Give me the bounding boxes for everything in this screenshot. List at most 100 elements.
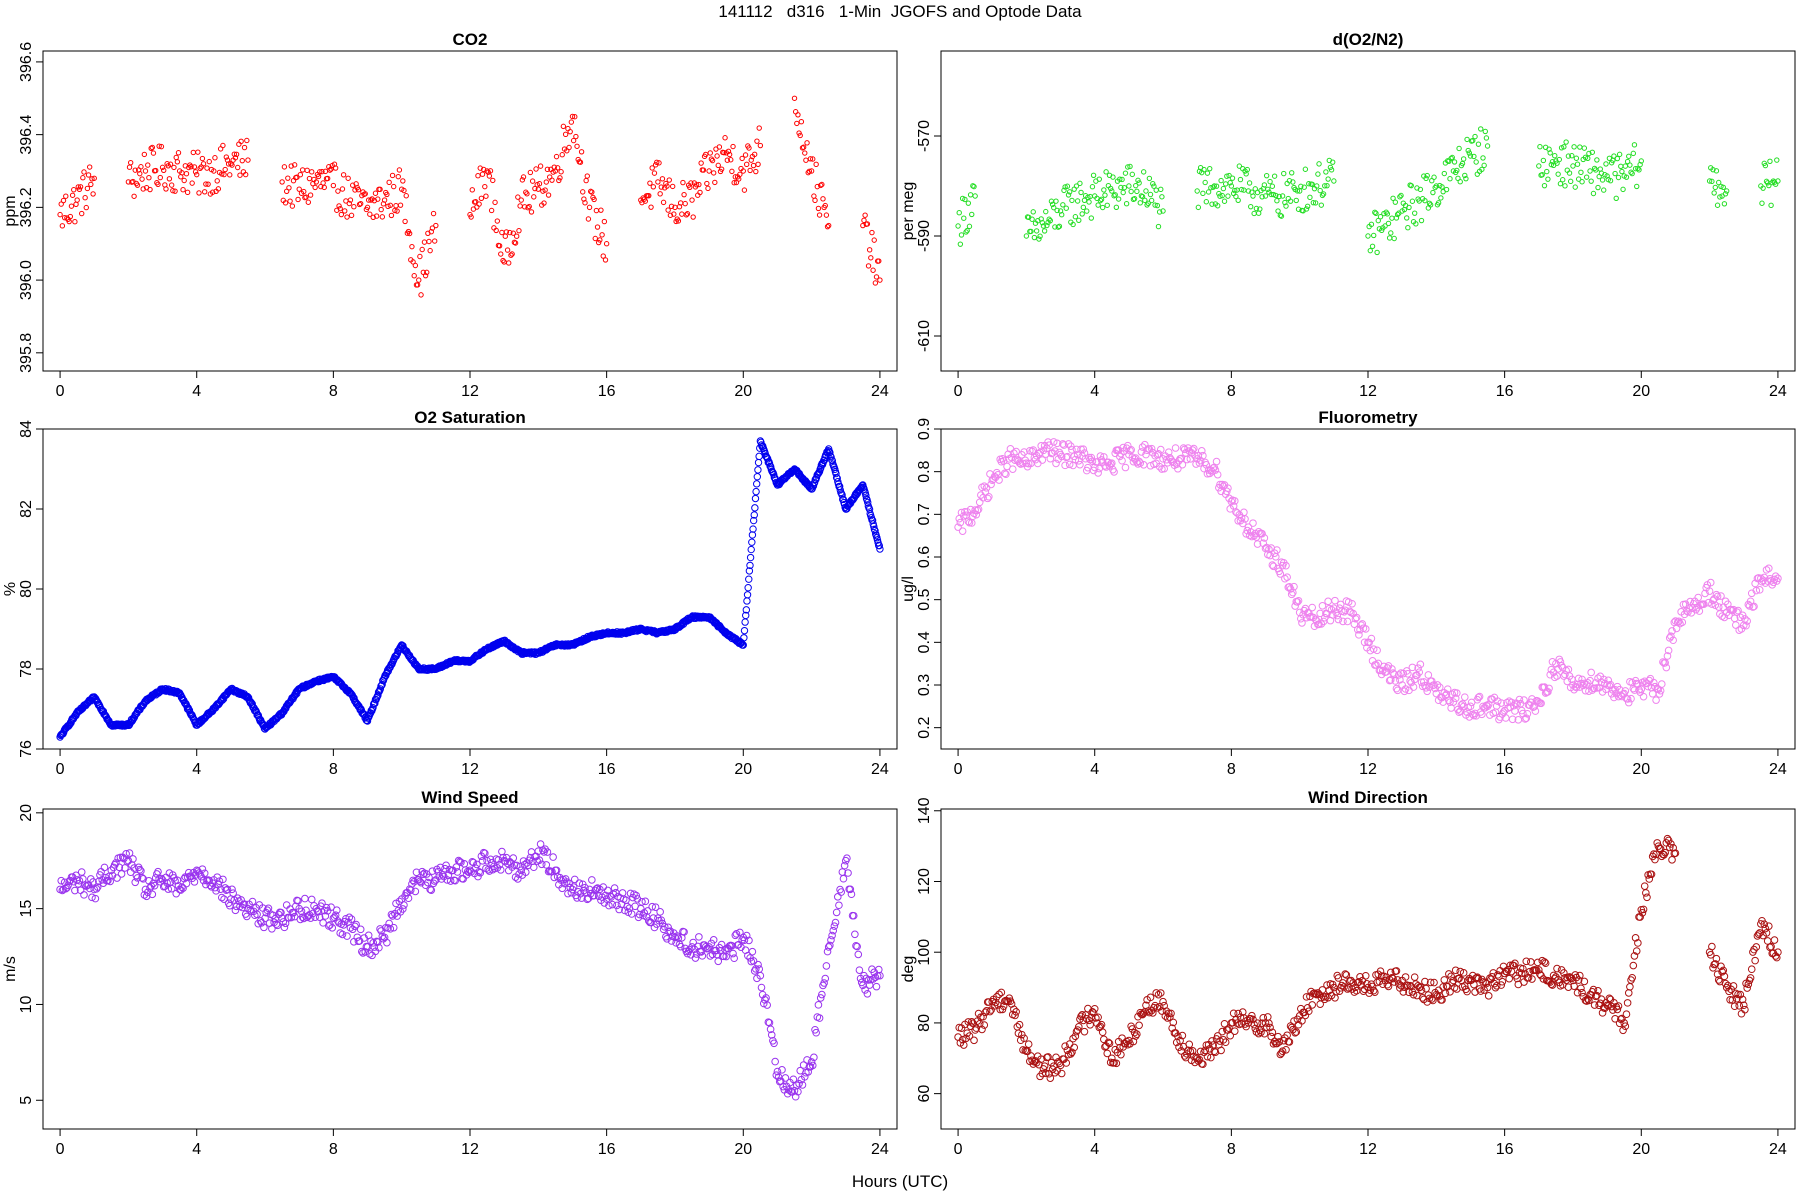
data-point [1455,974,1463,983]
data-point [557,175,563,181]
data-point [167,161,174,167]
x-tick-label: 4 [192,1141,201,1158]
data-point [1261,182,1268,188]
x-tick-label: 20 [734,383,752,400]
data-point [623,902,631,911]
data-point [839,495,848,504]
data-point [1443,186,1450,193]
data-point [961,215,967,221]
data-point [1080,449,1089,457]
data-point [222,166,228,173]
data-point [432,238,438,244]
data-point [1429,996,1437,1005]
data-point [1414,664,1422,672]
data-point [1096,176,1102,182]
x-tick-label: 20 [734,761,752,778]
data-point [709,157,716,164]
data-point [451,876,459,885]
data-point [1604,173,1610,179]
data-point [1213,1032,1222,1040]
data-point [667,212,674,218]
data-point [820,456,829,464]
data-point [343,932,351,940]
data-point [1150,1003,1158,1012]
data-point [1734,606,1742,615]
data-point [1233,193,1239,200]
data-point [67,213,74,220]
data-point [374,691,382,700]
data-point [847,890,856,899]
data-point [319,919,327,927]
data-point [826,452,835,460]
data-point [476,201,482,207]
data-point [1377,214,1384,220]
data-point [517,203,523,209]
data-point [1411,210,1418,216]
data-point [1023,233,1030,239]
data-point [1333,611,1342,620]
data-point [1754,930,1763,938]
data-point [1076,217,1082,224]
data-point [1127,446,1135,454]
data-point [1448,155,1454,162]
data-point [1747,965,1756,974]
data-point [1763,577,1772,585]
data-point [1408,182,1414,189]
data-point [173,876,182,885]
data-point [498,251,504,257]
data-point [1751,956,1759,965]
data-point [643,907,652,915]
data-point [1248,203,1254,210]
data-point [1322,183,1328,189]
data-point [1392,967,1401,975]
data-point [1563,139,1569,145]
data-point [1370,232,1377,239]
data-point [542,187,548,193]
x-tick-label: 12 [461,1141,479,1158]
data-point [565,125,571,132]
data-point [815,468,823,477]
y-tick-label: 0.9 [916,418,933,440]
data-point [1145,1008,1154,1017]
data-point [715,162,721,169]
data-point [869,229,875,236]
data-point [1273,546,1281,554]
data-point [287,198,293,204]
data-point [794,120,800,127]
x-tick-label: 16 [1496,1141,1514,1158]
data-point [1597,166,1603,172]
data-point [414,282,421,288]
data-point [1474,693,1483,702]
data-point [566,883,575,892]
data-point [1052,459,1060,468]
data-point [337,205,343,212]
data-point [388,912,397,920]
data-point [1385,220,1392,227]
data-point [839,874,848,883]
data-point [718,166,725,172]
data-point [812,1028,820,1037]
data-point [1317,187,1323,194]
data-point [172,889,181,898]
data-point [288,163,294,169]
data-point [421,239,428,245]
data-point [1279,193,1286,199]
data-point [767,1031,776,1039]
data-point [820,196,826,202]
data-point [1519,964,1527,973]
data-point [1100,1035,1108,1044]
data-point [1358,620,1367,628]
data-point [1427,677,1436,685]
data-point [1314,183,1320,189]
data-point [1422,984,1430,993]
data-point [159,164,166,171]
x-tick-label: 8 [1227,761,1236,778]
data-point [1260,1029,1269,1038]
data-point [116,853,125,862]
data-point [1669,636,1677,645]
data-point [1194,188,1200,194]
data-point [1028,228,1034,235]
data-point [348,212,355,219]
data-point [967,1017,976,1026]
data-point [1210,184,1216,190]
